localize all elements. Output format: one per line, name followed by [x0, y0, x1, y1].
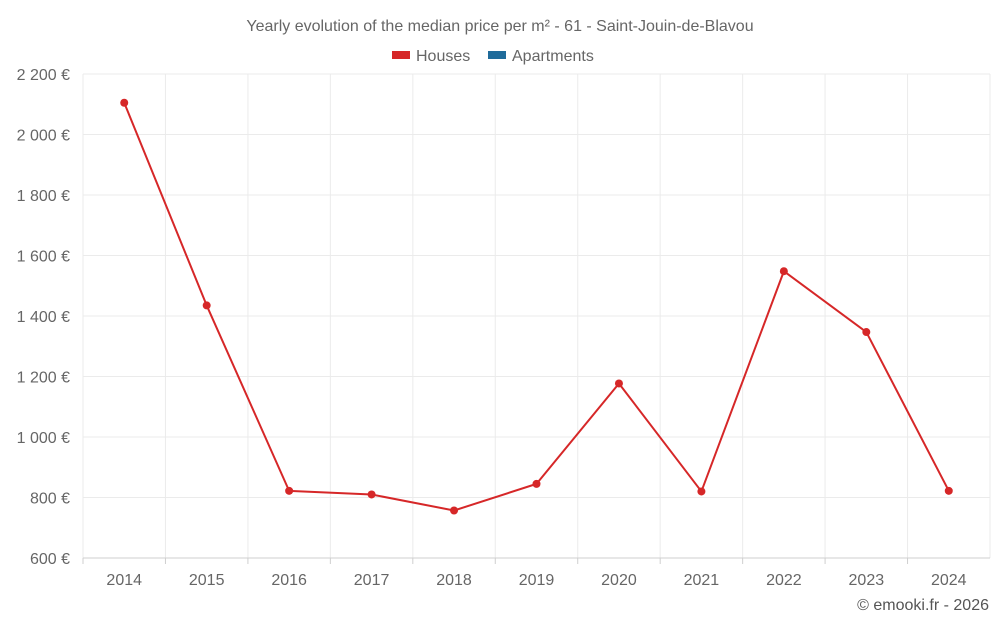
data-point[interactable] — [367, 490, 376, 499]
y-tick-label: 1 000 € — [17, 430, 70, 447]
x-tick-label: 2014 — [106, 572, 142, 589]
y-tick-label: 2 200 € — [17, 67, 70, 84]
x-axis: 2014 2015 2016 2017 2018 2019 2020 2021 2022 2023… — [82, 557, 990, 589]
credit-text: © emooki.fr - 2026 — [857, 597, 989, 614]
grid — [82, 73, 991, 559]
x-tick-label: 2017 — [354, 572, 390, 589]
legend-swatch-apartments — [488, 51, 506, 59]
plot-area — [120, 98, 953, 515]
legend-label-houses: Houses — [416, 48, 470, 65]
x-tick-label: 2020 — [601, 572, 637, 589]
data-point[interactable] — [697, 487, 706, 496]
x-tick-label: 2018 — [436, 572, 472, 589]
data-point[interactable] — [285, 486, 294, 495]
data-point[interactable] — [614, 379, 623, 388]
x-tick-label: 2022 — [766, 572, 802, 589]
x-tick-label: 2015 — [189, 572, 225, 589]
y-tick-label: 1 800 € — [17, 188, 70, 205]
x-tick-label: 2024 — [931, 572, 967, 589]
x-tick-label: 2016 — [271, 572, 307, 589]
y-tick-label: 1 400 € — [17, 309, 70, 326]
y-tick-label: 1 600 € — [17, 249, 70, 266]
y-tick-label: 2 000 € — [17, 128, 70, 145]
y-tick-label: 1 200 € — [17, 370, 70, 387]
data-point[interactable] — [944, 486, 953, 495]
x-tick-label: 2023 — [849, 572, 885, 589]
data-point[interactable] — [779, 267, 788, 276]
chart-title: Yearly evolution of the median price per… — [246, 18, 753, 35]
legend: Houses Apartments — [392, 48, 594, 65]
data-point[interactable] — [120, 98, 129, 107]
legend-label-apartments: Apartments — [512, 48, 594, 65]
legend-item-houses[interactable]: Houses — [392, 48, 470, 65]
data-point[interactable] — [202, 301, 211, 310]
y-tick-label: 600 € — [30, 551, 70, 568]
x-tick-label: 2019 — [519, 572, 555, 589]
x-tick-label: 2021 — [684, 572, 720, 589]
legend-item-apartments[interactable]: Apartments — [488, 48, 594, 65]
y-axis: 2 200 € 2 000 € 1 800 € 1 600 € 1 400 € 1 200… — [17, 67, 70, 568]
legend-swatch-houses — [392, 51, 410, 59]
y-tick-label: 800 € — [30, 491, 70, 508]
data-point[interactable] — [532, 479, 541, 488]
data-point[interactable] — [450, 506, 459, 515]
data-point[interactable] — [862, 328, 871, 337]
